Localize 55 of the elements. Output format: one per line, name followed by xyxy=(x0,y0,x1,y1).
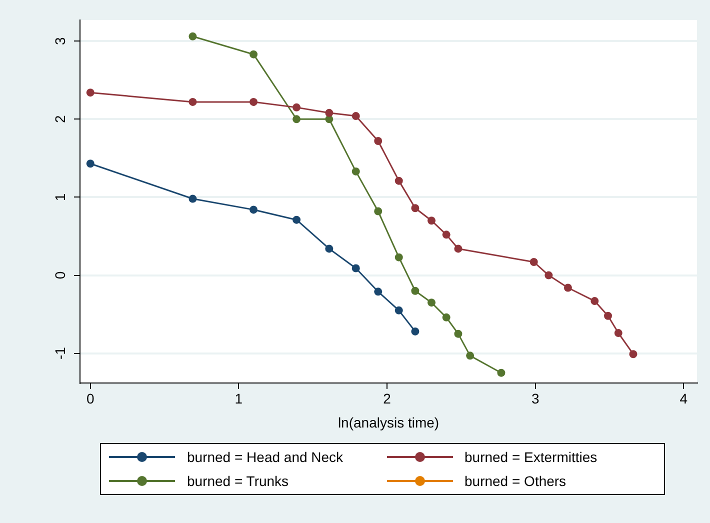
point xyxy=(352,167,360,176)
x-tick-label: 2 xyxy=(383,390,392,406)
point xyxy=(188,194,197,203)
point xyxy=(188,32,197,40)
point xyxy=(250,98,258,106)
x-axis-title: ln(analysis time) xyxy=(338,414,440,430)
point xyxy=(250,50,258,58)
point xyxy=(250,206,258,214)
point xyxy=(411,286,420,295)
legend-label: burned = Extermitties xyxy=(464,449,598,465)
point xyxy=(188,98,197,106)
point xyxy=(394,253,403,262)
point xyxy=(374,288,382,296)
point xyxy=(590,297,599,306)
point xyxy=(86,160,94,168)
point xyxy=(497,368,506,377)
point xyxy=(86,88,94,97)
x-tick-label: 1 xyxy=(234,390,243,406)
point xyxy=(442,230,450,239)
point xyxy=(466,352,474,360)
point xyxy=(544,271,553,280)
point xyxy=(428,216,436,225)
y-tick-label: 2 xyxy=(52,115,68,124)
point xyxy=(604,312,612,320)
point xyxy=(564,284,572,292)
point xyxy=(394,176,403,185)
x-tick-label: 3 xyxy=(531,390,540,406)
point xyxy=(352,112,360,120)
point xyxy=(374,137,382,145)
point xyxy=(374,207,382,216)
point xyxy=(352,264,360,272)
point xyxy=(428,298,436,307)
point xyxy=(454,330,462,338)
point xyxy=(614,329,622,338)
point xyxy=(411,327,420,336)
x-tick-label: 4 xyxy=(680,390,688,406)
point xyxy=(394,306,403,314)
point xyxy=(442,313,450,322)
legend-label: burned = Trunks xyxy=(187,473,289,489)
point xyxy=(454,244,462,253)
point xyxy=(530,258,538,266)
point xyxy=(325,108,334,117)
point xyxy=(292,115,301,124)
y-tick-label: -1 xyxy=(52,346,68,360)
point xyxy=(629,350,638,358)
x-tick-label: 0 xyxy=(86,390,94,406)
point xyxy=(325,244,334,253)
point xyxy=(411,204,420,212)
y-tick-label: 0 xyxy=(52,271,68,280)
legend-label: burned = Others xyxy=(464,473,566,489)
point xyxy=(292,216,301,224)
legend-label: burned = Head and Neck xyxy=(187,449,344,465)
y-tick-label: 1 xyxy=(52,193,68,202)
point xyxy=(292,103,301,112)
y-tick-label: 3 xyxy=(52,36,68,45)
